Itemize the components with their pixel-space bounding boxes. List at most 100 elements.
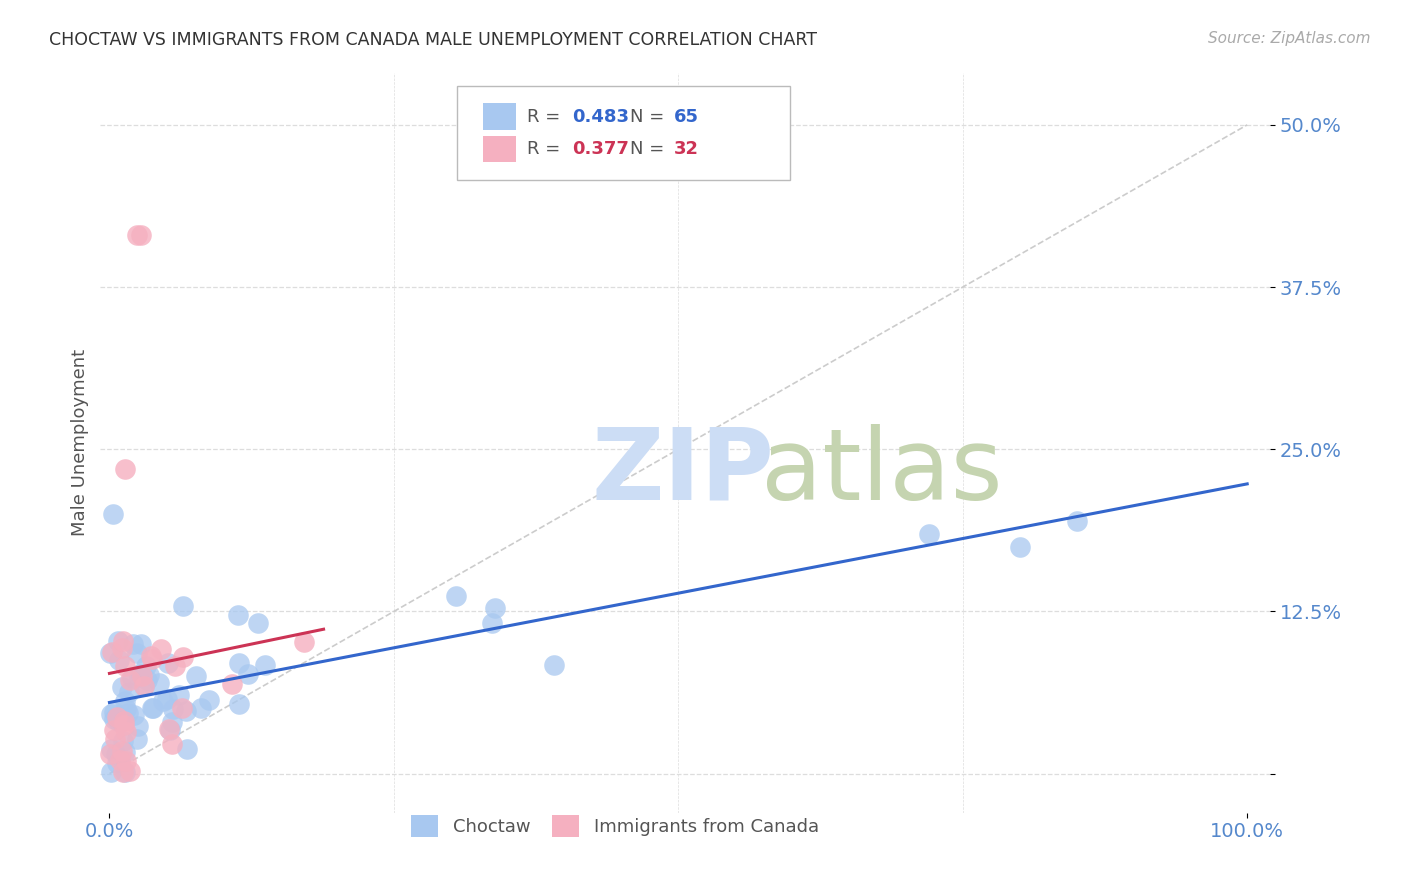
Legend: Choctaw, Immigrants from Canada: Choctaw, Immigrants from Canada	[404, 808, 825, 844]
Point	[122, 708, 145, 723]
Point	[111, 711, 134, 725]
Point	[100, 765, 122, 780]
Point	[111, 765, 134, 780]
Point	[121, 671, 143, 685]
Text: R =: R =	[527, 140, 567, 158]
Point	[101, 507, 124, 521]
Point	[162, 702, 184, 716]
Point	[917, 526, 939, 541]
Point	[1008, 540, 1031, 554]
Point	[127, 719, 149, 733]
Point	[105, 756, 128, 770]
Point	[107, 633, 129, 648]
Point	[132, 679, 155, 693]
Point	[446, 590, 468, 604]
Point	[108, 753, 131, 767]
Text: atlas: atlas	[761, 424, 1002, 521]
Point	[292, 635, 315, 649]
Point	[160, 738, 183, 752]
Point	[114, 461, 136, 475]
Text: Source: ZipAtlas.com: Source: ZipAtlas.com	[1208, 31, 1371, 46]
Point	[103, 723, 125, 737]
Point	[114, 765, 136, 780]
Point	[112, 714, 135, 728]
Point	[103, 705, 125, 719]
Point	[221, 677, 243, 691]
Point	[115, 725, 138, 739]
Point	[131, 669, 153, 683]
Point	[141, 652, 163, 666]
Point	[172, 599, 194, 613]
Point	[120, 673, 142, 688]
Text: N =: N =	[630, 108, 671, 126]
Point	[142, 701, 165, 715]
Point	[170, 700, 193, 714]
Point	[128, 670, 150, 684]
Point	[1066, 514, 1088, 528]
Point	[98, 646, 121, 660]
Point	[135, 659, 157, 673]
Point	[172, 650, 194, 665]
Point	[254, 658, 277, 673]
Text: N =: N =	[630, 140, 671, 158]
Point	[115, 702, 138, 716]
Text: ZIP: ZIP	[592, 424, 775, 521]
Text: 32: 32	[673, 140, 699, 158]
Point	[148, 676, 170, 690]
Point	[112, 717, 135, 731]
Point	[226, 608, 249, 623]
Point	[167, 688, 190, 702]
Point	[159, 723, 181, 737]
Point	[110, 714, 132, 729]
FancyBboxPatch shape	[482, 103, 516, 130]
Text: 0.483: 0.483	[572, 108, 628, 126]
Point	[117, 706, 139, 720]
Point	[481, 615, 503, 630]
Text: R =: R =	[527, 108, 567, 126]
Point	[104, 747, 127, 761]
Point	[111, 641, 134, 656]
Point	[100, 742, 122, 756]
Text: CHOCTAW VS IMMIGRANTS FROM CANADA MALE UNEMPLOYMENT CORRELATION CHART: CHOCTAW VS IMMIGRANTS FROM CANADA MALE U…	[49, 31, 817, 49]
Point	[112, 634, 135, 648]
Point	[107, 653, 129, 667]
Point	[228, 698, 250, 712]
Point	[132, 679, 155, 693]
Y-axis label: Male Unemployment: Male Unemployment	[72, 349, 89, 536]
Point	[111, 744, 134, 758]
Point	[176, 742, 198, 756]
Point	[484, 600, 506, 615]
FancyBboxPatch shape	[457, 86, 790, 180]
Point	[236, 667, 259, 681]
Point	[125, 228, 148, 243]
Point	[105, 711, 128, 725]
Point	[152, 693, 174, 707]
Point	[156, 692, 179, 706]
Point	[157, 723, 180, 737]
Point	[131, 637, 153, 651]
Point	[157, 656, 180, 670]
Point	[104, 732, 127, 747]
Point	[543, 658, 565, 673]
Point	[141, 700, 163, 714]
Point	[100, 645, 122, 659]
Point	[111, 680, 134, 694]
Point	[136, 673, 159, 687]
Point	[125, 732, 148, 747]
Text: 0.377: 0.377	[572, 140, 628, 158]
Point	[162, 714, 184, 729]
Point	[190, 701, 212, 715]
Point	[131, 228, 153, 243]
Point	[103, 713, 125, 727]
Point	[247, 615, 270, 630]
Point	[98, 747, 121, 761]
Point	[118, 685, 141, 699]
Point	[127, 646, 149, 660]
Point	[114, 694, 136, 708]
Point	[112, 733, 135, 747]
Point	[139, 648, 162, 663]
Point	[128, 667, 150, 681]
Point	[228, 657, 250, 671]
Point	[105, 709, 128, 723]
Point	[165, 658, 187, 673]
